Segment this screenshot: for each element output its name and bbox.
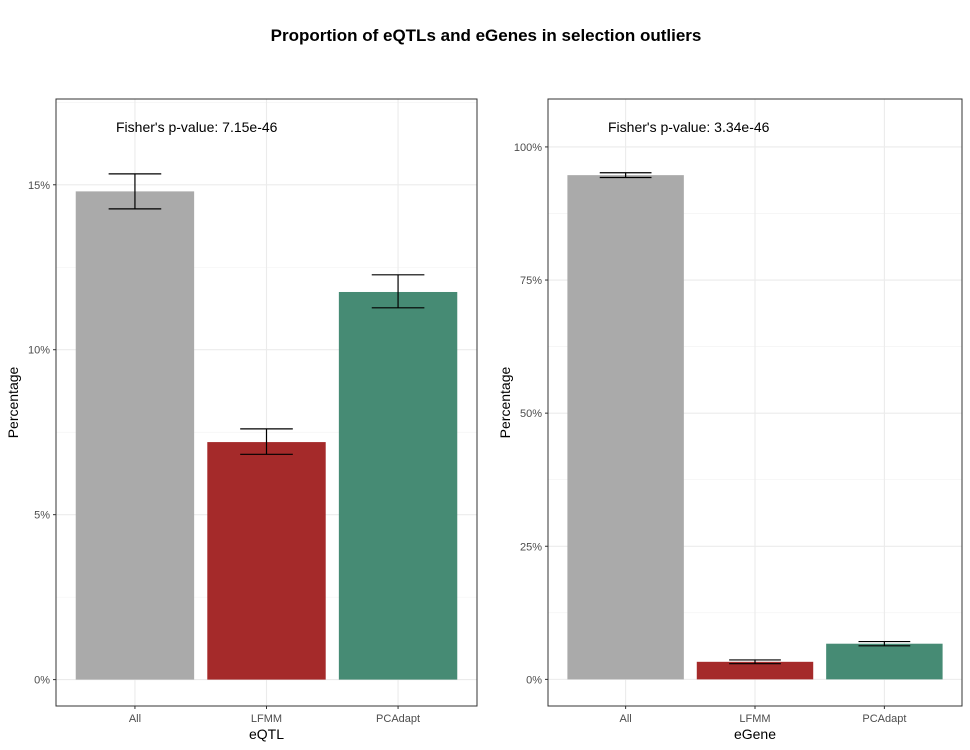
x-tick-label-all: All — [129, 713, 141, 725]
error-bar-all — [108, 173, 162, 210]
y-tick-label: 0% — [526, 674, 542, 686]
y-tick-label: 100% — [514, 142, 542, 154]
y-tick-label: 5% — [34, 510, 50, 522]
panel-egene: 0% 25% 50% 75% 100% All LFMM PCAdapt eGene Percen… — [497, 98, 963, 742]
y-axis-label: Percentage — [5, 366, 21, 438]
x-tick-label-pcadapt: PCAdapt — [862, 713, 906, 725]
y-axis-label: Percentage — [497, 366, 513, 438]
fisher-p-value-annotation: Fisher's p-value: 7.15e-46 — [116, 119, 278, 135]
bar-all — [75, 191, 195, 680]
bar-lfmm — [207, 442, 326, 680]
y-tick-label: 25% — [520, 541, 542, 553]
x-tick-label-lfmm: LFMM — [739, 713, 770, 725]
error-bar-lfmm — [729, 659, 781, 665]
error-bar-lfmm — [240, 428, 293, 455]
error-bar-all — [599, 172, 652, 179]
bar-pcadapt — [338, 291, 458, 680]
bar-lfmm — [696, 661, 814, 680]
x-axis-label: eQTL — [249, 726, 284, 742]
x-tick-label-all: All — [620, 713, 632, 725]
fisher-p-value-annotation: Fisher's p-value: 3.34e-46 — [608, 119, 770, 135]
x-tick-label-pcadapt: PCAdapt — [376, 713, 420, 725]
y-tick-label: 15% — [28, 180, 50, 192]
y-tick-label: 0% — [34, 675, 50, 687]
figure-title: Proportion of eQTLs and eGenes in select… — [271, 26, 702, 45]
bar-all — [567, 175, 684, 680]
x-tick-label-lfmm: LFMM — [251, 713, 282, 725]
y-tick-label: 50% — [520, 408, 542, 420]
panel-eqtl: 0% 5% 10% 15% All LFMM PCAdapt eQTL Percentage Fi… — [5, 98, 478, 742]
y-tick-label: 75% — [520, 275, 542, 287]
error-bar-pcadapt — [858, 640, 911, 647]
error-bar-pcadapt — [371, 274, 425, 309]
y-tick-label: 10% — [28, 345, 50, 357]
bar-pcadapt — [826, 643, 943, 680]
x-axis-label: eGene — [734, 726, 776, 742]
